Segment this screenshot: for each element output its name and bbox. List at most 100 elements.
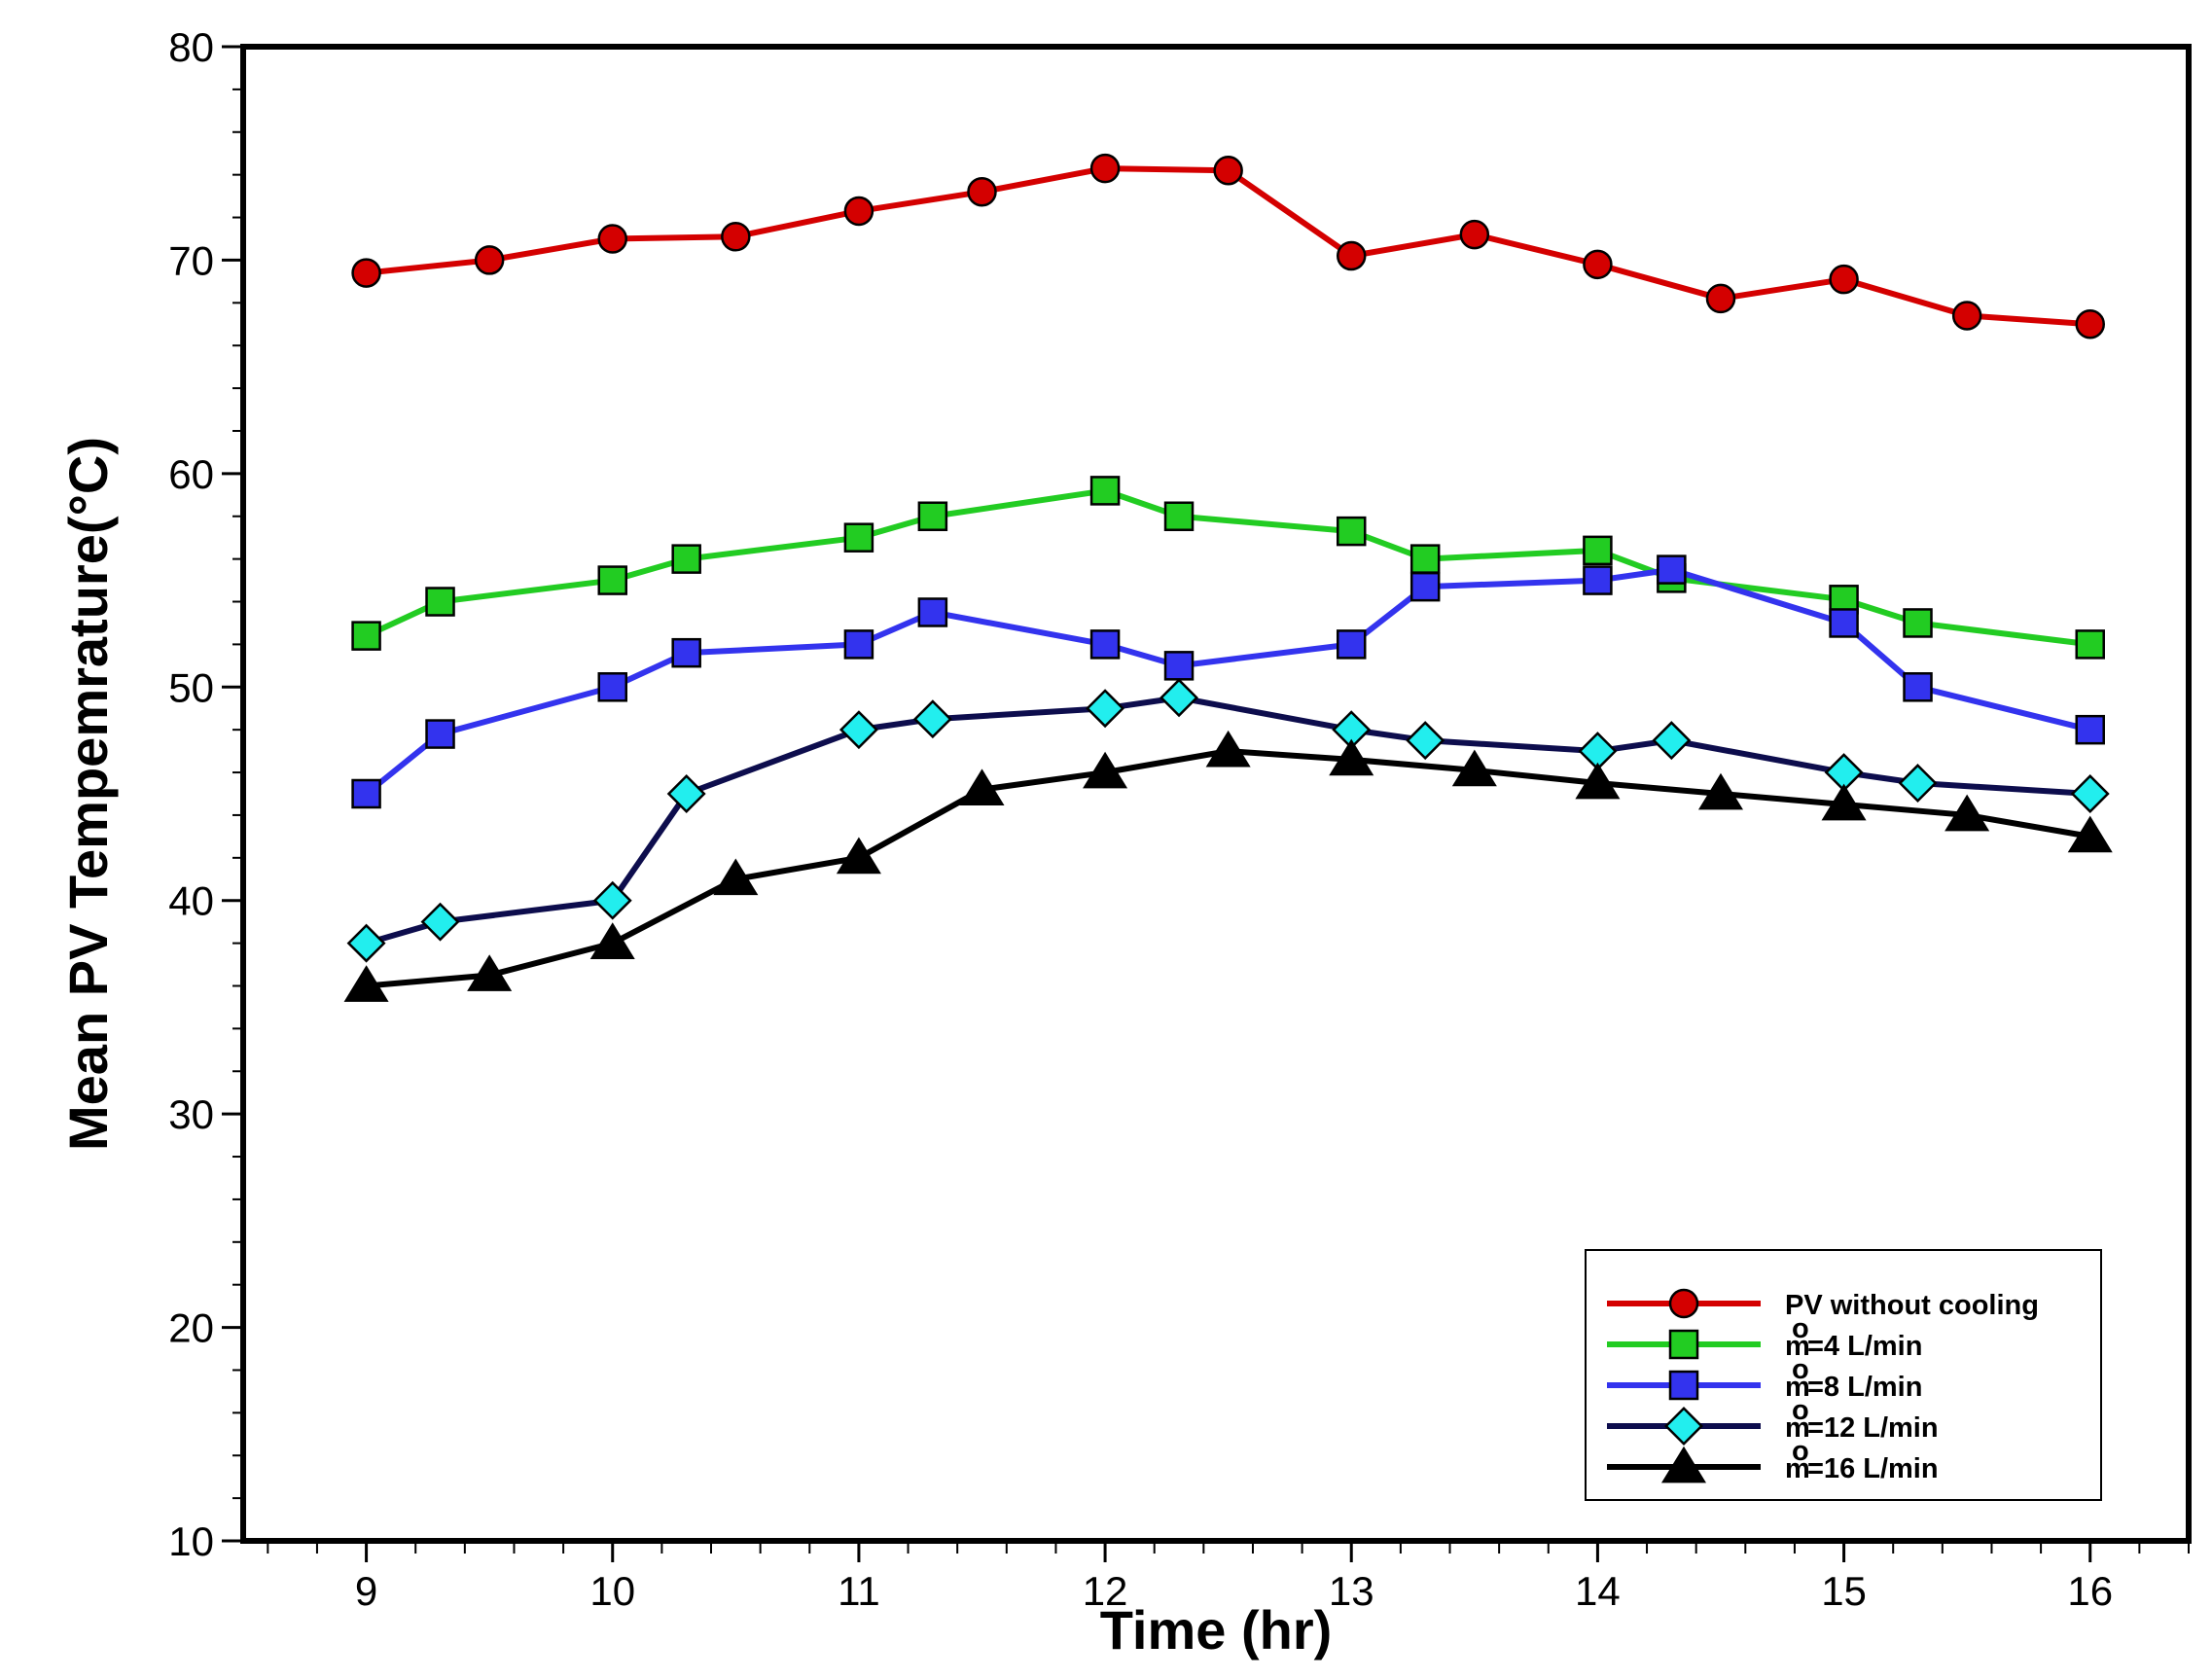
legend-label: =4 L/min	[1807, 1331, 1922, 1362]
legend-overdot: o	[1792, 1354, 1809, 1385]
data-point	[836, 837, 881, 875]
data-point	[1086, 689, 1125, 729]
y-tick-label: 10	[168, 1518, 214, 1564]
data-point	[1583, 249, 1613, 280]
x-tick-label: 14	[1575, 1568, 1621, 1614]
data-point	[1583, 565, 1613, 595]
data-point	[843, 196, 874, 227]
legend-swatch-marker	[1664, 1407, 1703, 1446]
data-point	[1205, 730, 1251, 768]
legend-label-prefix: m	[1785, 1453, 1810, 1484]
x-tick-label: 16	[2067, 1568, 2113, 1614]
series-3	[346, 678, 2110, 963]
data-point	[1821, 783, 1867, 821]
data-point	[721, 222, 751, 252]
data-point	[1406, 721, 1445, 761]
data-point	[1951, 301, 1982, 331]
x-tick-label: 11	[838, 1568, 880, 1614]
data-point	[1705, 283, 1736, 314]
y-tick-label: 80	[168, 24, 214, 70]
y-tick-label: 60	[168, 451, 214, 497]
data-point	[917, 597, 948, 627]
data-point	[713, 858, 759, 896]
data-point	[1575, 762, 1621, 800]
data-point	[843, 522, 874, 553]
data-point	[1903, 672, 1933, 702]
axis-ticks: 10 20 30 40 50 60 70 80 9 10 11 12 13 14 15 16	[168, 24, 2190, 1614]
x-tick-label: 9	[355, 1568, 377, 1614]
data-point	[351, 621, 381, 651]
data-point	[351, 778, 381, 809]
data-point	[2070, 774, 2110, 813]
legend-overdot: o	[1792, 1436, 1809, 1467]
data-point	[959, 768, 1005, 805]
data-point	[1089, 153, 1121, 184]
data-point	[666, 774, 706, 813]
legend-label: =16 L/min	[1807, 1453, 1939, 1484]
x-axis-title: Time (hr)	[1100, 1599, 1333, 1661]
data-point	[1160, 678, 1198, 718]
data-point	[425, 587, 455, 617]
data-point	[1903, 608, 1933, 638]
legend-overdot: o	[1792, 1313, 1809, 1344]
data-point	[592, 880, 632, 920]
series-2	[351, 554, 2105, 809]
data-point	[2075, 714, 2105, 745]
data-point	[467, 954, 513, 991]
data-point	[843, 629, 874, 660]
data-point	[343, 965, 389, 1002]
legend-label: =12 L/min	[1807, 1412, 1939, 1444]
data-point	[1583, 535, 1613, 566]
data-point	[1409, 544, 1441, 574]
legend-label-prefix: m	[1785, 1372, 1810, 1403]
data-point	[1336, 629, 1367, 660]
data-point	[1829, 264, 1859, 295]
data-point	[597, 565, 627, 595]
y-tick-label: 20	[168, 1305, 214, 1351]
legend-label-prefix: m	[1785, 1412, 1810, 1444]
data-point	[912, 699, 952, 739]
data-point	[917, 501, 948, 531]
y-tick-label: 70	[168, 237, 214, 283]
data-point	[838, 710, 878, 750]
x-tick-label: 13	[1329, 1568, 1374, 1614]
series-0	[351, 153, 2105, 339]
data-point	[597, 672, 627, 702]
data-point	[1163, 651, 1195, 681]
x-tick-label: 10	[589, 1568, 635, 1614]
data-point	[1163, 501, 1195, 531]
y-tick-label: 50	[168, 664, 214, 710]
data-point	[589, 922, 635, 959]
data-point	[1657, 554, 1687, 585]
data-point	[2075, 309, 2105, 339]
data-point	[1829, 608, 1859, 638]
data-point	[1083, 751, 1128, 789]
series-4	[343, 730, 2113, 1002]
legend-label: PV without cooling	[1785, 1290, 2039, 1321]
data-point	[1409, 571, 1441, 602]
series-layer	[343, 153, 2113, 1002]
y-tick-label: 30	[168, 1091, 214, 1137]
data-point	[1213, 156, 1243, 186]
data-point	[1459, 219, 1490, 250]
data-point	[474, 245, 505, 275]
data-point	[1451, 749, 1497, 787]
data-point	[1336, 516, 1367, 547]
legend-swatch-marker	[1668, 1329, 1699, 1360]
legend-label: =8 L/min	[1807, 1372, 1922, 1403]
x-tick-label: 15	[1821, 1568, 1867, 1614]
data-point	[2067, 815, 2113, 853]
data-point	[967, 176, 997, 207]
x-tick-label: 12	[1083, 1568, 1128, 1614]
legend-swatch-marker	[1660, 1446, 1707, 1483]
data-point	[346, 923, 386, 963]
data-point	[420, 902, 460, 942]
plot-frame	[240, 44, 2192, 1544]
data-point	[1898, 764, 1938, 803]
legend-swatch-marker	[1668, 1288, 1699, 1319]
data-point	[1089, 629, 1121, 660]
y-tick-label: 40	[168, 878, 214, 924]
data-point	[425, 719, 455, 749]
